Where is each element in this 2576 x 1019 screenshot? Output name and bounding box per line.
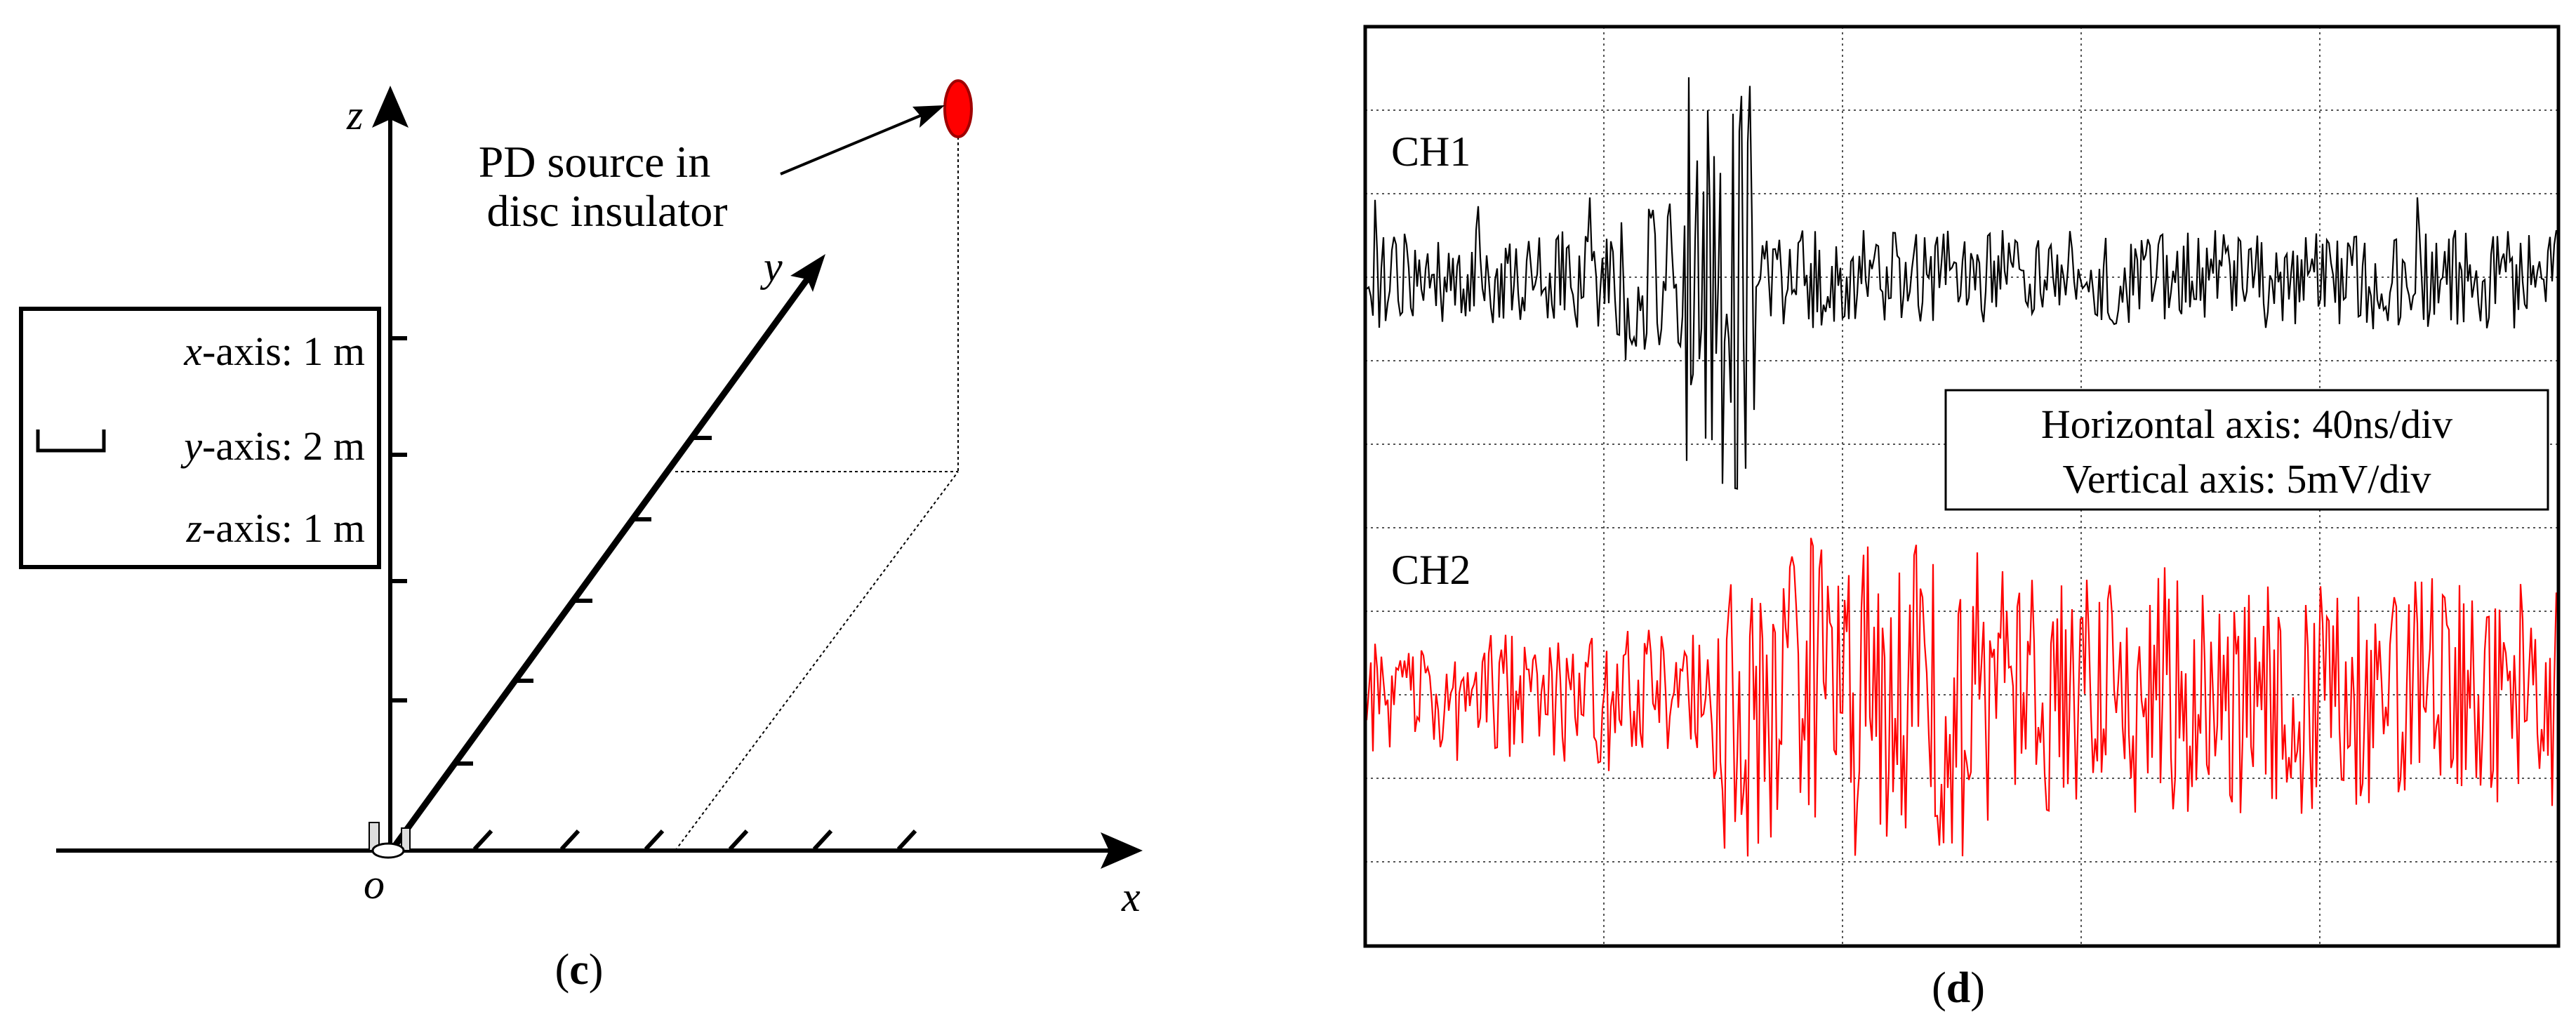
caption-d-letter: d xyxy=(1946,964,1970,1012)
x-tick xyxy=(472,829,493,851)
scale-legend-x-var: x xyxy=(183,328,202,374)
y-axis-line xyxy=(392,277,810,848)
panel-d-caption: (d) xyxy=(1932,964,1985,1012)
scope-info-line2: Vertical axis: 5mV/div xyxy=(2062,456,2431,502)
panel-d: CH1 CH2 Horizontal axis: 40ns/div Vertic… xyxy=(1363,25,2561,1012)
source-label-line1: PD source in xyxy=(479,137,711,187)
source-callout-arrowhead xyxy=(912,105,945,128)
source-label: PD source in disc insulator xyxy=(479,137,728,236)
scope-frame xyxy=(1363,25,2561,948)
panel-c-caption: (c) xyxy=(555,946,604,994)
y-axis-label: y xyxy=(759,244,783,290)
bracket-icon xyxy=(36,429,106,453)
z-axis-ticks xyxy=(390,336,407,702)
y-axis-ticks xyxy=(455,436,712,766)
scale-legend: x-axis: 1 m y-axis: 2 m z-axis: 1 m xyxy=(19,307,381,569)
projection-lines xyxy=(675,137,959,851)
source-label-line2: disc insulator xyxy=(486,186,727,236)
scope-info-line1: Horizontal axis: 40ns/div xyxy=(2041,401,2452,447)
z-axis-label: z xyxy=(346,92,363,138)
scale-legend-y: y-axis: 2 m xyxy=(180,423,365,469)
x-axis-arrowhead xyxy=(1101,832,1143,869)
caption-c-open: ( xyxy=(555,946,570,994)
sensor-block xyxy=(401,827,411,851)
caption-d-close: ) xyxy=(1970,964,1985,1012)
y-axis-arrowhead xyxy=(790,254,825,292)
scale-legend-y-text: -axis: 2 m xyxy=(202,423,365,469)
ch2-waveform xyxy=(1365,538,2558,857)
scale-legend-z: z-axis: 1 m xyxy=(185,505,365,551)
x-axis-ticks xyxy=(472,829,917,851)
scale-legend-box xyxy=(19,307,381,569)
projection-x-parallel xyxy=(675,471,959,851)
ch1-label: CH1 xyxy=(1391,128,1470,175)
caption-d-open: ( xyxy=(1932,964,1946,1012)
ch1-waveform xyxy=(1366,77,2558,490)
scale-legend-y-var: y xyxy=(180,423,202,469)
origin-label: o xyxy=(364,861,385,907)
x-tick xyxy=(812,829,833,851)
origin-sensor-icon xyxy=(369,822,411,859)
x-tick xyxy=(896,829,917,851)
scale-legend-x: x-axis: 1 m xyxy=(183,328,365,374)
sensor-disc xyxy=(371,842,405,859)
pd-source-marker xyxy=(943,79,973,138)
x-tick xyxy=(644,829,665,851)
x-tick xyxy=(728,829,749,851)
scale-legend-x-text: -axis: 1 m xyxy=(202,328,365,374)
x-tick xyxy=(559,829,580,851)
panel-c: x z y xyxy=(19,79,1143,994)
source-callout-line xyxy=(780,112,926,175)
caption-c-letter: c xyxy=(569,946,589,994)
scope-info-box xyxy=(1944,389,2549,511)
scale-legend-z-text: -axis: 1 m xyxy=(202,505,365,551)
scale-legend-z-var: z xyxy=(185,505,202,551)
ch2-label: CH2 xyxy=(1391,547,1470,593)
x-axis-label: x xyxy=(1121,874,1141,920)
caption-c-close: ) xyxy=(589,946,604,994)
z-axis-arrowhead xyxy=(372,86,409,128)
